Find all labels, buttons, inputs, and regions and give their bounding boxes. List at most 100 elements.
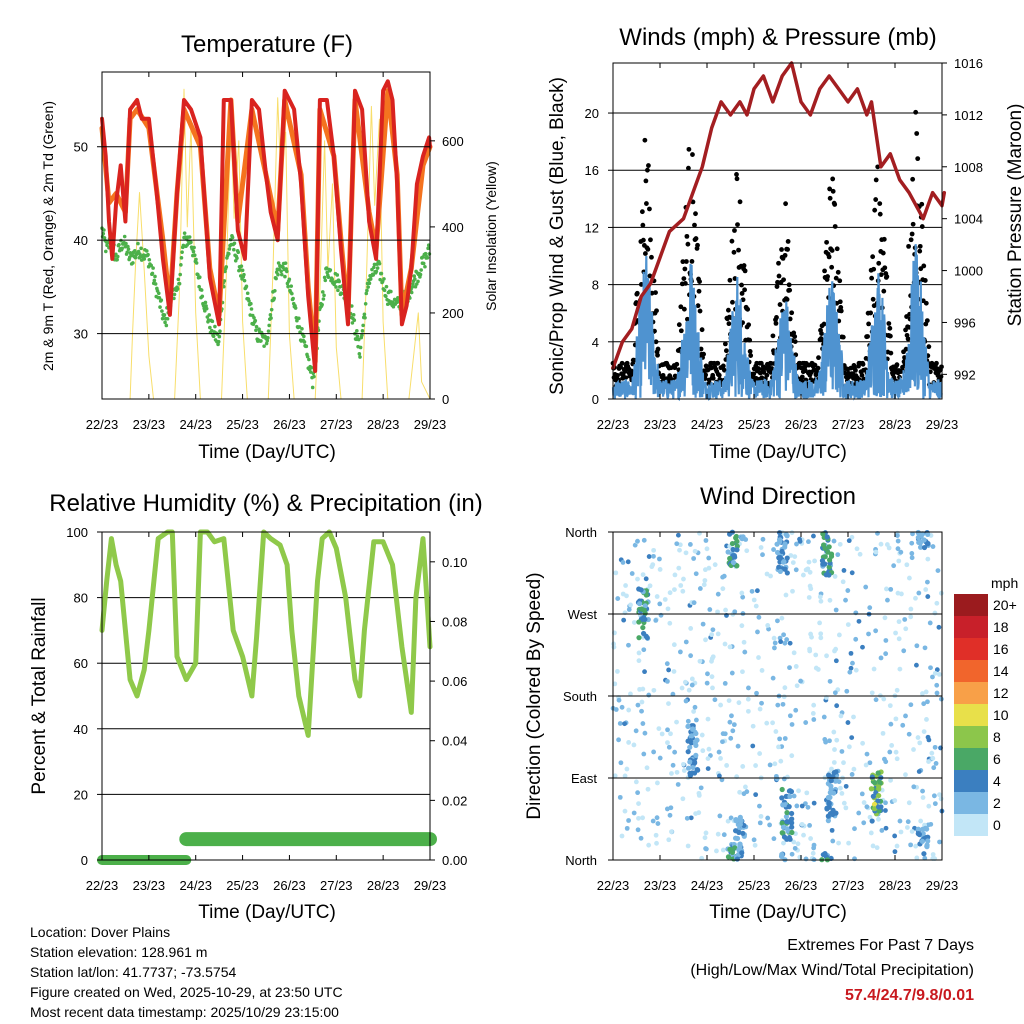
wind-direction-point: [754, 690, 759, 696]
wind-direction-cluster-point: [784, 570, 790, 576]
wind-direction-point: [667, 620, 673, 626]
wind-direction-point: [709, 632, 715, 638]
wind-direction-cluster-point: [644, 635, 650, 641]
wind-direction-point: [882, 615, 888, 621]
wind-direction-point: [892, 833, 898, 839]
extremes-title: Extremes For Past 7 Days: [787, 937, 974, 954]
wind-direction-point: [666, 667, 672, 673]
gust-point: [748, 353, 754, 358]
wind-direction-point: [684, 815, 690, 821]
dewpoint-point: [363, 301, 368, 306]
legend-swatch: [954, 660, 988, 682]
wind-direction-point: [662, 597, 668, 602]
wind-direction-cluster-point: [730, 546, 736, 553]
dewpoint-point: [322, 275, 327, 280]
wind-direction-point: [808, 836, 814, 841]
station-location: Location: Dover Plains: [30, 924, 171, 940]
wind-direction-point: [676, 565, 682, 571]
legend-label: 16: [993, 641, 1009, 657]
dewpoint-point: [326, 275, 331, 280]
wind-direction-point: [827, 738, 832, 744]
wind-direction-point: [632, 542, 638, 548]
gust-point: [692, 222, 697, 228]
wind-direction-cluster-point: [925, 834, 931, 840]
wind-direction-cluster-point: [869, 818, 875, 824]
wind-direction-point: [760, 536, 766, 542]
y-tick-label: 20: [74, 787, 88, 802]
wind-direction-title: Wind Direction: [700, 483, 856, 510]
dewpoint-point: [266, 336, 270, 340]
gust-point: [859, 372, 865, 378]
wind-direction-point: [671, 669, 677, 674]
wind-direction-cluster-point: [739, 536, 745, 542]
gust-point: [721, 367, 727, 373]
y-tick-label: 0: [592, 392, 599, 407]
wind-direction-point: [886, 545, 892, 551]
wind-direction-point: [750, 743, 756, 749]
wind-direction-point: [853, 636, 859, 642]
wind-direction-point: [848, 665, 854, 671]
wind-direction-point: [624, 766, 630, 772]
x-tick-label: 22/23: [86, 878, 119, 893]
gust-point: [792, 339, 798, 345]
wind-direction-point: [780, 701, 786, 707]
wind-direction-point: [705, 716, 711, 722]
wind-direction-point: [818, 631, 824, 637]
wind-direction-point: [787, 713, 793, 719]
humidity-series: [97, 529, 437, 865]
dewpoint-point: [365, 288, 369, 293]
wind-direction-point: [839, 749, 845, 754]
wind-direction-point: [791, 650, 797, 656]
wind-direction-point: [924, 717, 929, 722]
legend-swatch: [954, 704, 988, 726]
dewpoint-point: [165, 316, 170, 321]
wind-direction-point: [823, 739, 829, 745]
gust-point: [786, 282, 792, 288]
wind-direction-point: [657, 601, 663, 607]
wind-direction-point: [647, 583, 653, 589]
wind-direction-point: [838, 713, 844, 719]
wind-direction-point: [934, 682, 940, 688]
wind-direction-point: [799, 821, 805, 827]
gust-point: [781, 277, 786, 283]
wind-direction-cluster-point: [727, 555, 733, 562]
dewpoint-point: [247, 299, 251, 303]
wind-direction-point: [793, 567, 799, 573]
gust-point: [685, 316, 690, 322]
wind-direction-point: [672, 587, 677, 593]
wind-direction-point: [891, 563, 897, 569]
gust-point: [789, 310, 795, 316]
wind-direction-point: [882, 756, 887, 762]
wind-direction-point: [672, 749, 678, 755]
wind-direction-point: [777, 635, 783, 641]
wind-direction-point: [864, 804, 870, 810]
dewpoint-point: [178, 272, 183, 277]
wind-direction-point: [772, 640, 778, 646]
wind-direction-point: [796, 788, 801, 794]
gust-point: [774, 284, 780, 289]
wind-direction-cluster-point: [924, 541, 931, 547]
dewpoint-point: [295, 318, 299, 323]
wind-direction-point: [636, 650, 642, 656]
wind-direction-cluster-point: [727, 531, 733, 537]
wind-direction-point: [787, 640, 793, 646]
wind-direction-point: [642, 669, 647, 675]
dewpoint-point: [360, 329, 365, 333]
wind-direction-point: [700, 748, 706, 754]
dewpoint-point: [131, 261, 135, 265]
gust-point: [837, 299, 843, 305]
gust-point: [792, 334, 798, 339]
wind-direction-point: [790, 560, 796, 566]
gust-point: [693, 236, 699, 241]
gust-point: [825, 274, 831, 279]
dewpoint-point: [177, 281, 182, 286]
dewpoint-point: [150, 271, 155, 276]
wind-direction-point: [849, 772, 855, 777]
wind-direction-cluster-point: [779, 795, 785, 801]
wind-direction-point: [666, 744, 672, 750]
gust-point: [761, 369, 767, 375]
wind-direction-point: [922, 645, 928, 651]
wind-direction-point: [913, 843, 919, 849]
wind-direction-point: [894, 687, 900, 693]
wind-direction-cluster-point: [915, 534, 921, 541]
